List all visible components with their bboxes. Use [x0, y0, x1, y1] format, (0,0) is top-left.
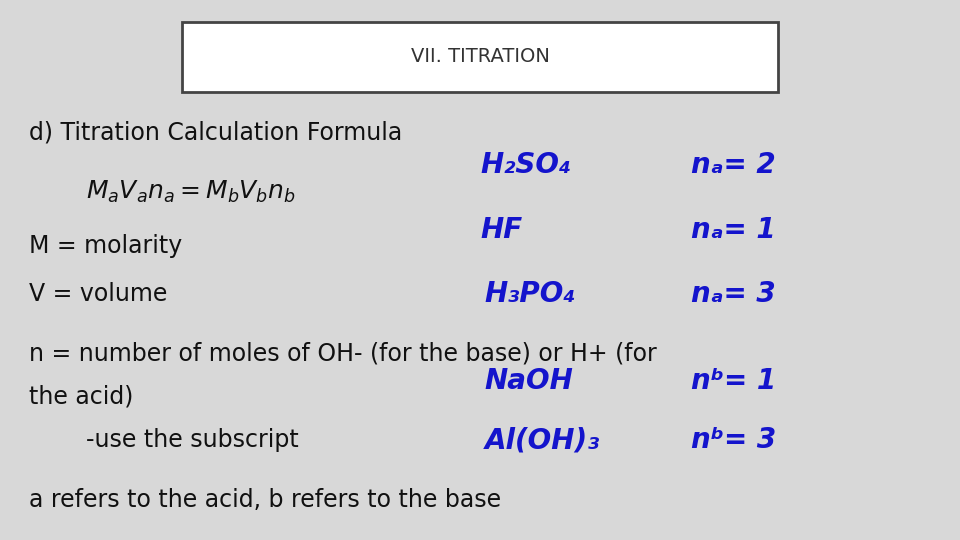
Text: $M_aV_an_a = M_bV_bn_b$: $M_aV_an_a = M_bV_bn_b$	[86, 179, 297, 205]
Text: n = number of moles of OH- (for the base) or H+ (for: n = number of moles of OH- (for the base…	[29, 342, 657, 366]
Text: d) Titration Calculation Formula: d) Titration Calculation Formula	[29, 120, 402, 144]
Text: nᵇ= 1: nᵇ= 1	[691, 367, 777, 395]
Text: nₐ= 1: nₐ= 1	[691, 215, 776, 244]
Text: H₂SO₄: H₂SO₄	[480, 151, 571, 179]
FancyBboxPatch shape	[182, 22, 778, 92]
Text: VII. TITRATION: VII. TITRATION	[411, 47, 549, 66]
Text: NaOH: NaOH	[485, 367, 574, 395]
Text: H₃PO₄: H₃PO₄	[485, 280, 576, 308]
Text: nₐ= 2: nₐ= 2	[691, 151, 776, 179]
Text: a refers to the acid, b refers to the base: a refers to the acid, b refers to the ba…	[29, 488, 501, 511]
Text: nᵇ= 3: nᵇ= 3	[691, 426, 777, 454]
Text: -use the subscript: -use the subscript	[86, 428, 300, 452]
Text: HF: HF	[480, 215, 522, 244]
Text: V = volume: V = volume	[29, 282, 167, 306]
Text: the acid): the acid)	[29, 385, 133, 409]
Text: Al(OH)₃: Al(OH)₃	[485, 426, 600, 454]
Text: nₐ= 3: nₐ= 3	[691, 280, 776, 308]
Text: M = molarity: M = molarity	[29, 234, 182, 258]
